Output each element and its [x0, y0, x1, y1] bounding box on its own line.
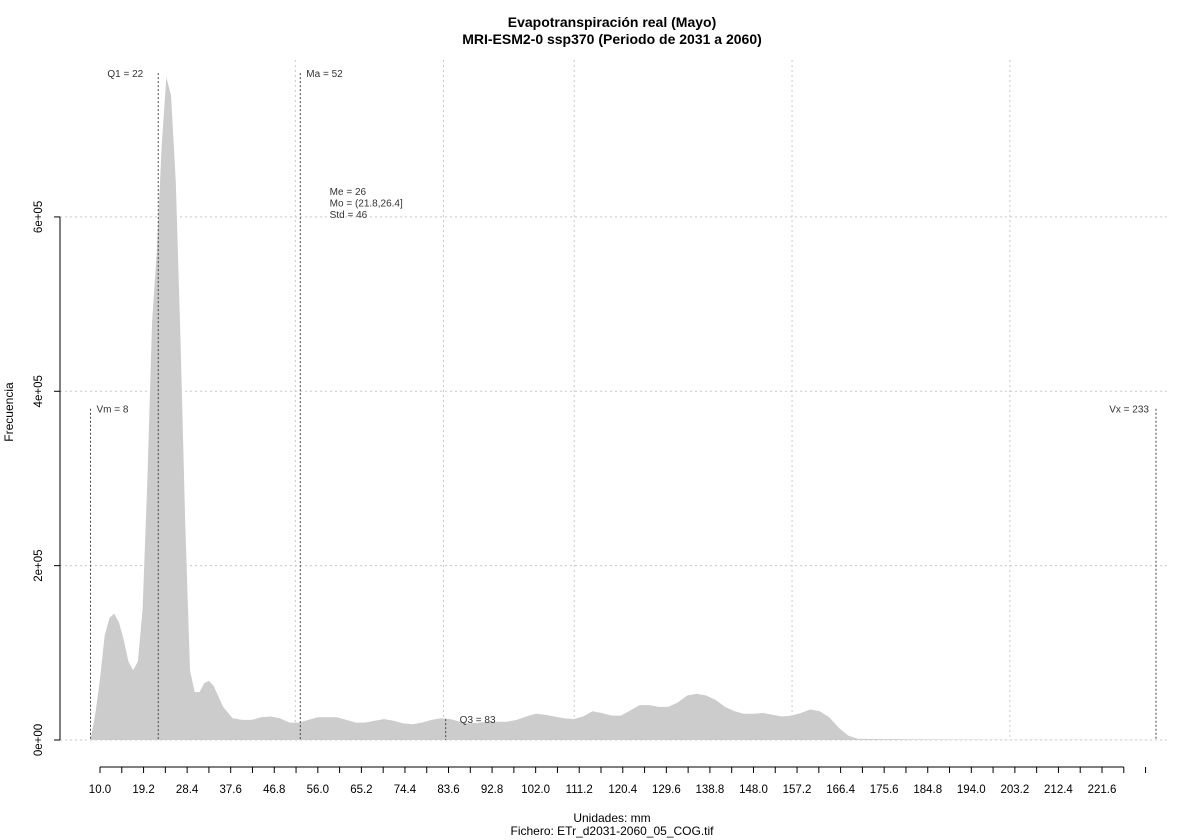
- x-tick-label: 194.0: [957, 784, 986, 796]
- y-tick-label: 4e+05: [33, 375, 45, 407]
- x-tick-label: 157.2: [783, 784, 812, 796]
- x-tick-label: 10.0: [89, 784, 111, 796]
- x-tick-label: 65.2: [350, 784, 372, 796]
- x-tick-label: 221.6: [1088, 784, 1117, 796]
- chart-subtitle: MRI-ESM2-0 ssp370 (Periodo de 2031 a 206…: [462, 31, 762, 47]
- y-tick-label: 6e+05: [33, 201, 45, 233]
- x-tick-label: 56.0: [307, 784, 329, 796]
- y-axis: 0e+00 2e+05 4e+05 6e+05: [33, 201, 61, 756]
- x-tick-label: 102.0: [521, 784, 550, 796]
- x-axis-title: Unidades: mm: [573, 811, 650, 825]
- x-tick-label: 83.6: [437, 784, 459, 796]
- density-area: [90, 77, 1156, 740]
- x-tick-label: 46.8: [263, 784, 285, 796]
- stats-line: Std = 46: [330, 210, 368, 221]
- x-tick-label: 203.2: [1000, 784, 1029, 796]
- x-tick-label: 166.4: [826, 784, 855, 796]
- x-tick-label: 120.4: [608, 784, 637, 796]
- stats-line: Me = 26: [330, 187, 367, 198]
- x-tick-label: 138.8: [696, 784, 725, 796]
- x-tick-label: 148.0: [739, 784, 768, 796]
- stats-line: Mo = (21.8,26.4]: [330, 199, 403, 210]
- marker-label: Vx = 233: [1109, 405, 1149, 416]
- x-tick-label: 212.4: [1044, 784, 1073, 796]
- chart-title: Evapotranspiración real (Mayo): [508, 14, 717, 30]
- x-tick-label: 92.8: [481, 784, 503, 796]
- x-tick-label: 129.6: [652, 784, 681, 796]
- x-tick-label: 111.2: [566, 784, 593, 796]
- x-axis: 10.0 19.2 28.4 37.6 46.8 56.0 65.2 74.4 83.6 92.8…: [89, 766, 1147, 796]
- plot-area: [90, 77, 1156, 740]
- marker-label: Q1 = 22: [107, 69, 143, 80]
- y-axis-title: Frecuencia: [2, 382, 16, 442]
- grid: [60, 60, 1170, 741]
- y-tick-label: 2e+05: [33, 549, 45, 581]
- x-tick-label: 184.8: [913, 784, 942, 796]
- markers: Vm = 8 Q1 = 22 Ma = 52 Q3 = 83 Vx = 233: [90, 69, 1157, 740]
- x-tick-label: 19.2: [132, 784, 154, 796]
- y-tick-label: 0e+00: [33, 724, 45, 756]
- x-tick-label: 37.6: [220, 784, 242, 796]
- x-tick-label: 28.4: [176, 784, 199, 796]
- x-tick-label: 74.4: [394, 784, 417, 796]
- marker-label: Vm = 8: [97, 405, 129, 416]
- file-caption: Fichero: ETr_d2031-2060_05_COG.tif: [511, 824, 715, 838]
- marker-label: Q3 = 83: [460, 715, 496, 726]
- marker-label: Ma = 52: [306, 69, 343, 80]
- x-tick-label: 175.6: [870, 784, 899, 796]
